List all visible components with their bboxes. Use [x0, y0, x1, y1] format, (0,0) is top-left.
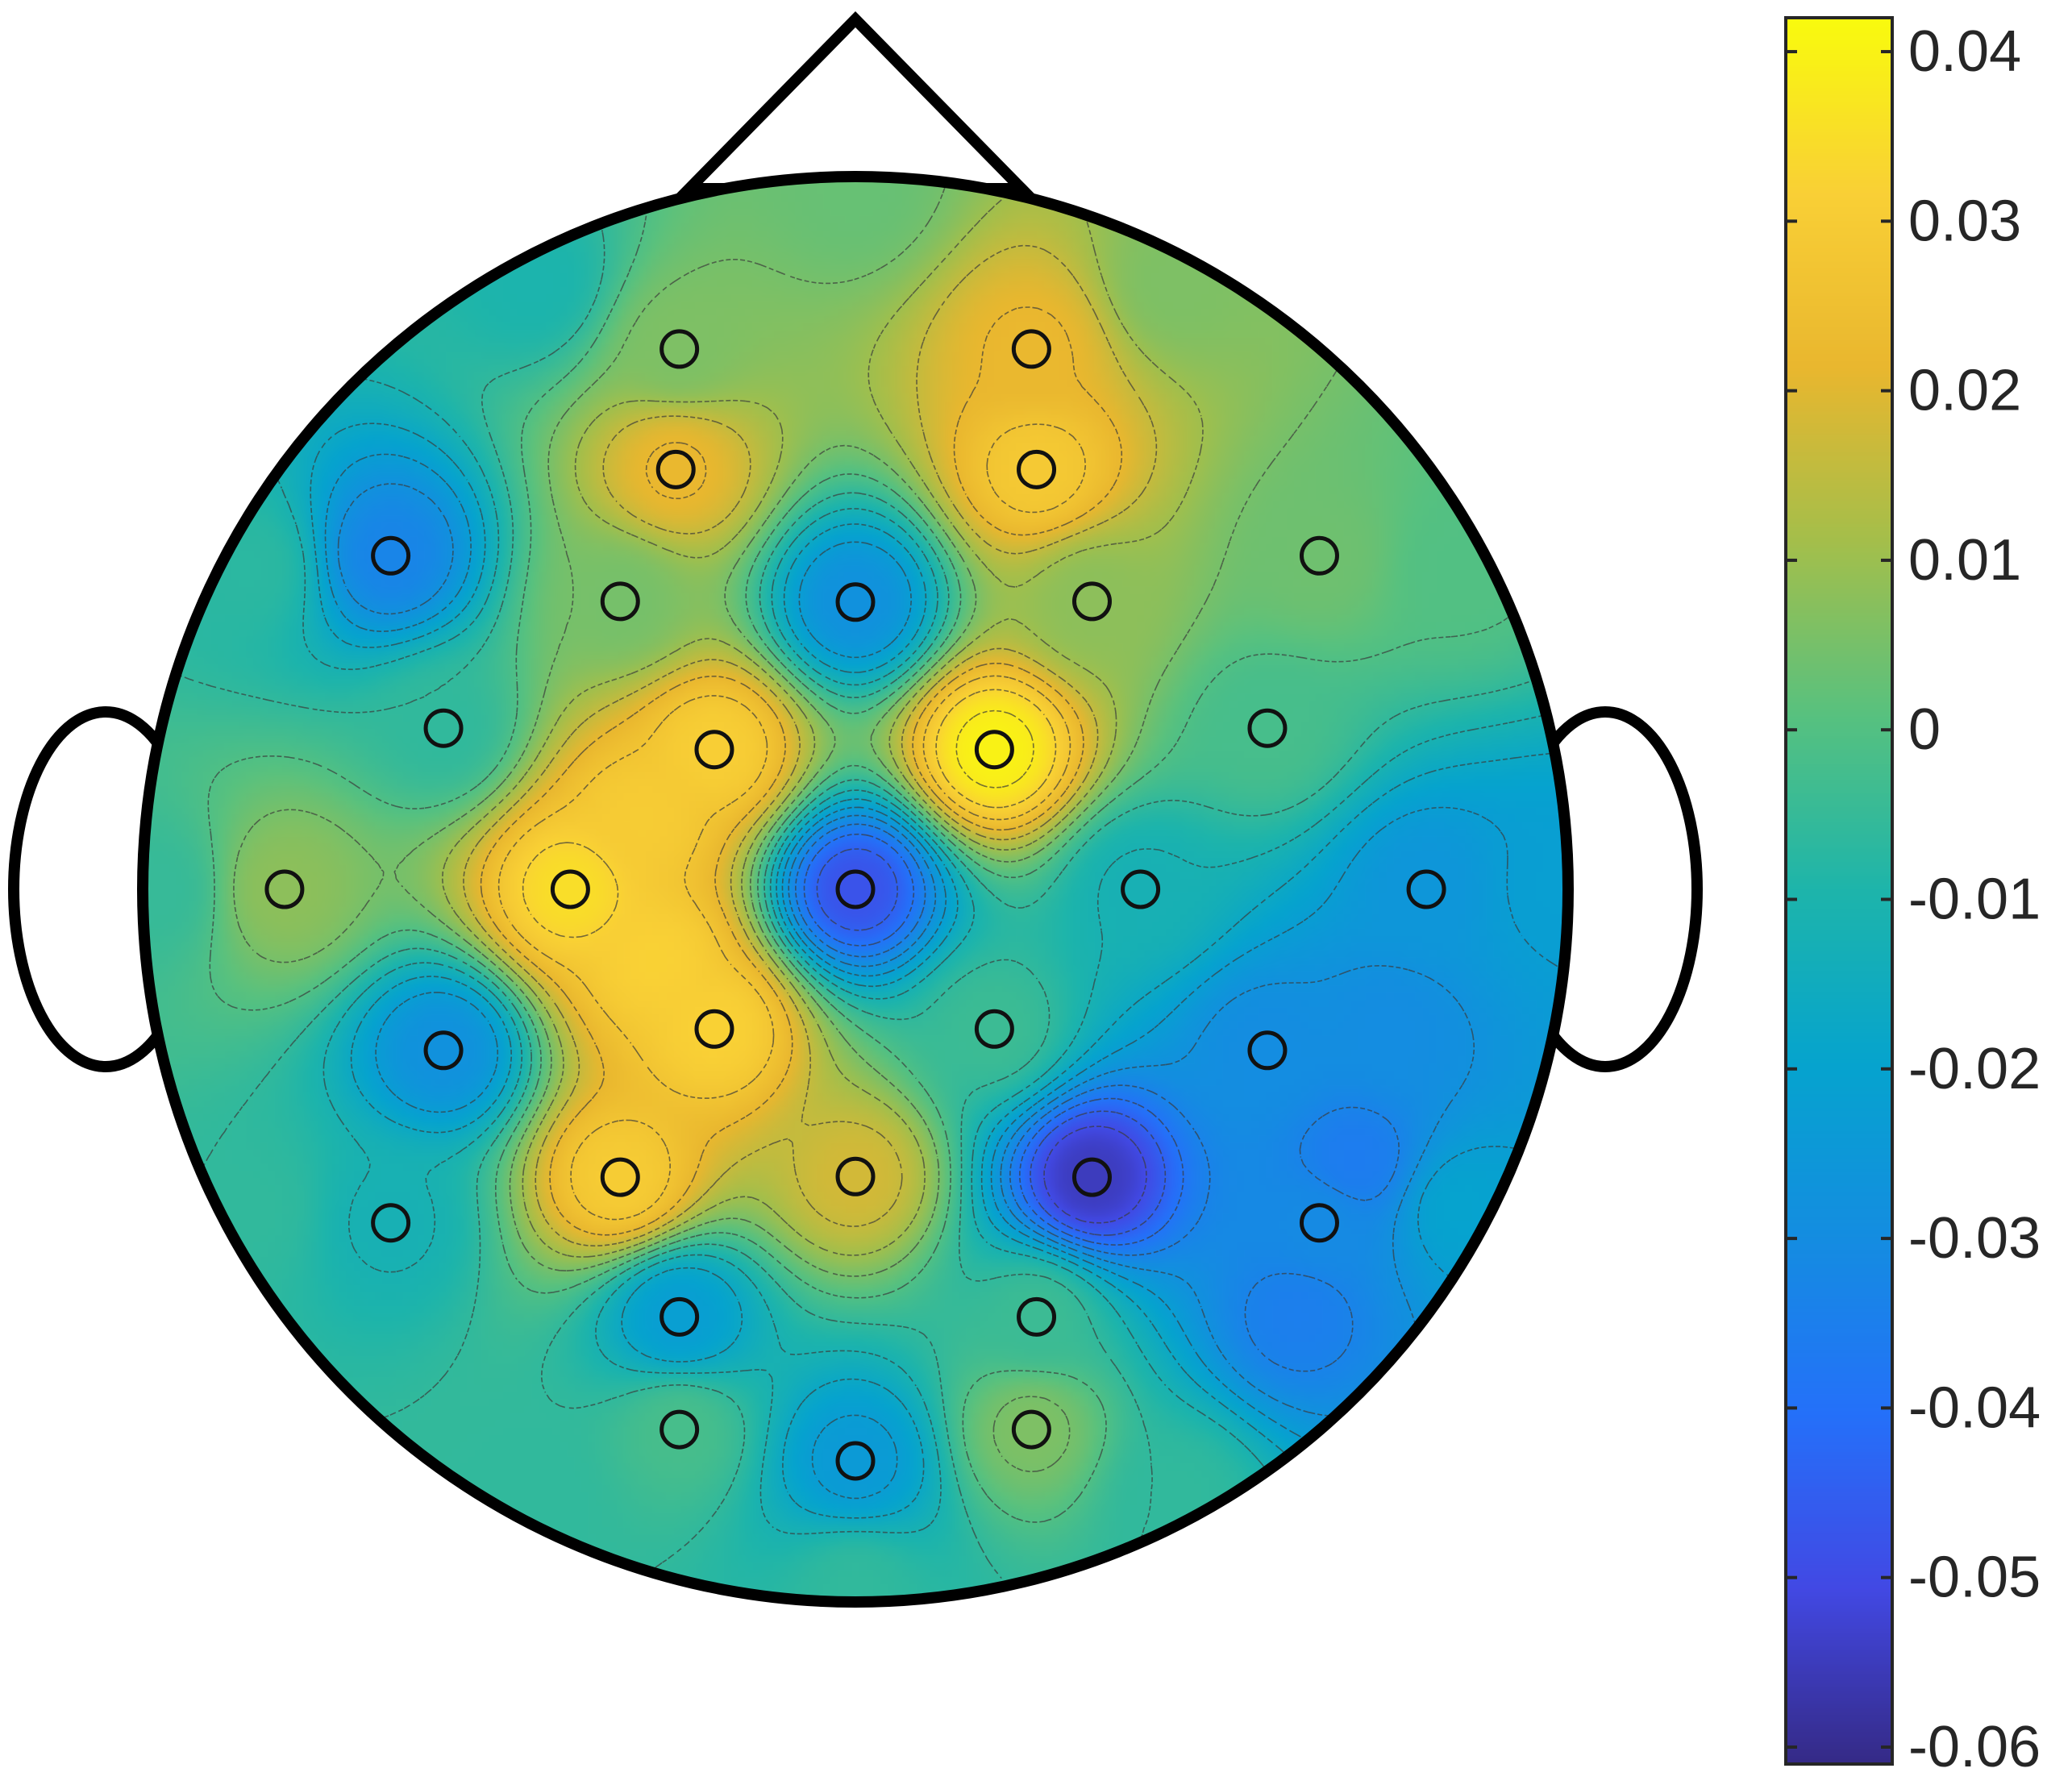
- colorbar-ticks: 0.04 0.03 0.02 0.01 0 -0.01 -0.02 -0.03 -0.04 -0.…: [1786, 19, 2041, 1779]
- electrode-marker: [1017, 1296, 1057, 1337]
- electrode-marker: [1017, 449, 1057, 489]
- colorbar-frame: [1784, 16, 1894, 1766]
- electrode-marker: [835, 1441, 876, 1481]
- electrode-marker: [835, 582, 876, 622]
- electrode-marker: [1299, 1203, 1339, 1243]
- electrode-marker: [600, 581, 640, 622]
- electrode-marker: [659, 329, 700, 369]
- colorbar-tick-label: 0.01: [1908, 528, 2021, 593]
- colorbar-gradient: [1786, 18, 1892, 1764]
- electrode-marker: [1247, 1030, 1288, 1071]
- electrode-marker: [1071, 581, 1112, 622]
- colorbar-tick-label: -0.04: [1908, 1375, 2041, 1440]
- electrode-marker: [264, 869, 305, 909]
- electrode-marker: [974, 1009, 1014, 1049]
- electrode-marker: [1011, 1409, 1051, 1450]
- electrode-marker: [1299, 535, 1339, 576]
- electrode-marker: [1247, 708, 1288, 748]
- head-outline: [137, 171, 1574, 1608]
- electrode-marker: [694, 1009, 734, 1049]
- colorbar-tick-label: -0.05: [1908, 1546, 2041, 1610]
- electrode-marker: [423, 708, 464, 748]
- electrode-marker: [1011, 329, 1051, 369]
- colorbar-tick-label: 0.03: [1908, 189, 2021, 253]
- electrode-marker: [550, 869, 590, 909]
- colorbar-tick-label: -0.06: [1908, 1715, 2041, 1779]
- electrode-marker: [1121, 869, 1161, 909]
- electrode-marker: [1406, 869, 1446, 909]
- colorbar-tick-label: 0.04: [1908, 19, 2021, 84]
- electrode-marker: [371, 535, 411, 576]
- electrode-marker: [600, 1157, 640, 1197]
- colorbar-tick-label: -0.02: [1908, 1037, 2041, 1101]
- colorbar-tick-label: 0.02: [1908, 359, 2021, 423]
- electrode-marker: [694, 730, 734, 770]
- nose-outline: [676, 11, 1035, 194]
- electrode-marker: [1071, 1157, 1112, 1197]
- colorbar-tick-label: -0.03: [1908, 1206, 2041, 1271]
- electrode-marker: [423, 1030, 464, 1071]
- colorbar: 0.04 0.03 0.02 0.01 0 -0.01 -0.02 -0.03 -0.04 -0.…: [1784, 16, 2041, 1779]
- electrode-markers: [264, 329, 1446, 1481]
- colorbar-tick-label: -0.01: [1908, 868, 2041, 932]
- electrode-marker: [835, 869, 876, 909]
- colorbar-tick-label: 0: [1908, 697, 1941, 762]
- electrode-marker: [371, 1203, 411, 1243]
- electrode-marker: [974, 730, 1014, 770]
- electrode-marker: [659, 1409, 700, 1450]
- electrode-marker: [835, 1156, 876, 1196]
- electrode-marker: [659, 1296, 700, 1337]
- electrode-marker: [655, 449, 696, 489]
